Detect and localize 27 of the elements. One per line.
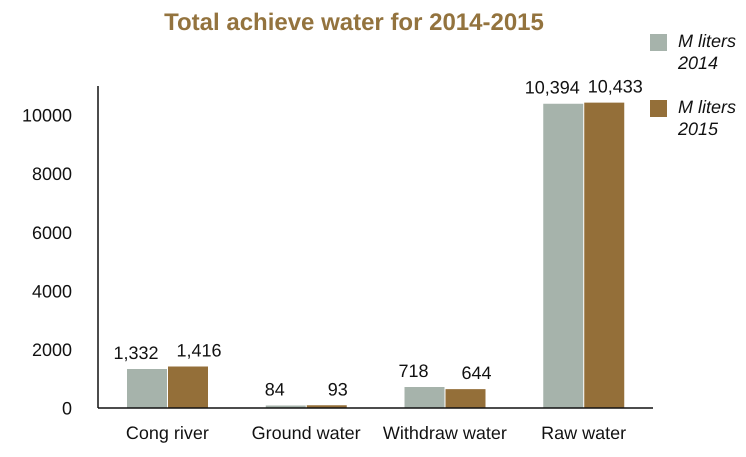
data-label: 93 bbox=[328, 379, 348, 400]
x-tick-label: Withdraw water bbox=[382, 422, 507, 443]
bar bbox=[404, 386, 444, 408]
y-tick-label: 2000 bbox=[32, 340, 72, 360]
bar bbox=[446, 389, 486, 408]
bar bbox=[127, 369, 167, 408]
chart-title: Total achieve water for 2014-2015 bbox=[164, 9, 544, 36]
data-label: 1,416 bbox=[176, 340, 222, 361]
y-tick-label: 8000 bbox=[32, 164, 72, 184]
y-tick-label: 4000 bbox=[32, 281, 72, 302]
data-label: 84 bbox=[264, 380, 285, 400]
legend-label: M liters 2014 bbox=[678, 30, 737, 74]
legend-label: M liters 2015 bbox=[678, 96, 737, 140]
bar bbox=[168, 366, 208, 408]
x-tick-label: Raw water bbox=[541, 422, 626, 443]
x-tick-label: Cong river bbox=[126, 422, 209, 443]
bar bbox=[543, 104, 584, 408]
data-label: 10,394 bbox=[524, 78, 580, 98]
y-tick-label: 6000 bbox=[32, 222, 72, 243]
data-label: 1,332 bbox=[113, 343, 159, 364]
y-tick-label: 10000 bbox=[22, 106, 72, 126]
bar bbox=[584, 102, 624, 408]
data-label: 644 bbox=[461, 363, 492, 384]
y-tick-label: 0 bbox=[62, 398, 72, 418]
data-label: 718 bbox=[398, 360, 429, 381]
x-tick-label: Ground water bbox=[252, 422, 361, 443]
data-label: 10,433 bbox=[588, 76, 643, 97]
